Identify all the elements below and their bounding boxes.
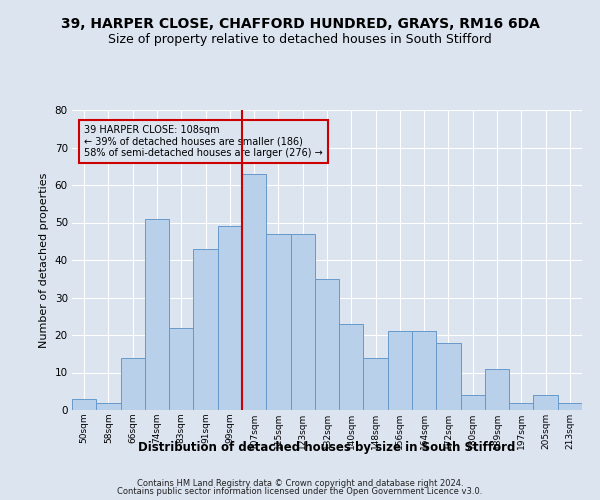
Bar (266, 234, 290, 410)
Text: 39, HARPER CLOSE, CHAFFORD HUNDRED, GRAYS, RM16 6DA: 39, HARPER CLOSE, CHAFFORD HUNDRED, GRAY… (61, 18, 539, 32)
Bar (72, 399, 96, 410)
Bar (218, 226, 242, 410)
Text: 39 HARPER CLOSE: 108sqm
← 39% of detached houses are smaller (186)
58% of semi-d: 39 HARPER CLOSE: 108sqm ← 39% of detache… (84, 125, 323, 158)
Bar (121, 358, 145, 410)
Bar (242, 174, 266, 410)
Bar (461, 395, 485, 410)
Bar (339, 324, 364, 410)
Bar (96, 402, 121, 410)
Bar (364, 358, 388, 410)
Y-axis label: Number of detached properties: Number of detached properties (39, 172, 49, 348)
Text: Contains public sector information licensed under the Open Government Licence v3: Contains public sector information licen… (118, 487, 482, 496)
Text: Size of property relative to detached houses in South Stifford: Size of property relative to detached ho… (108, 32, 492, 46)
Text: Contains HM Land Registry data © Crown copyright and database right 2024.: Contains HM Land Registry data © Crown c… (137, 478, 463, 488)
Bar (145, 219, 169, 410)
Bar (558, 402, 582, 410)
Bar (315, 279, 339, 410)
Bar (485, 369, 509, 410)
Bar (193, 248, 218, 410)
Bar (169, 328, 193, 410)
Text: Distribution of detached houses by size in South Stifford: Distribution of detached houses by size … (139, 441, 515, 454)
Bar (509, 402, 533, 410)
Bar (533, 395, 558, 410)
Bar (388, 331, 412, 410)
Bar (436, 342, 461, 410)
Bar (290, 234, 315, 410)
Bar (412, 331, 436, 410)
